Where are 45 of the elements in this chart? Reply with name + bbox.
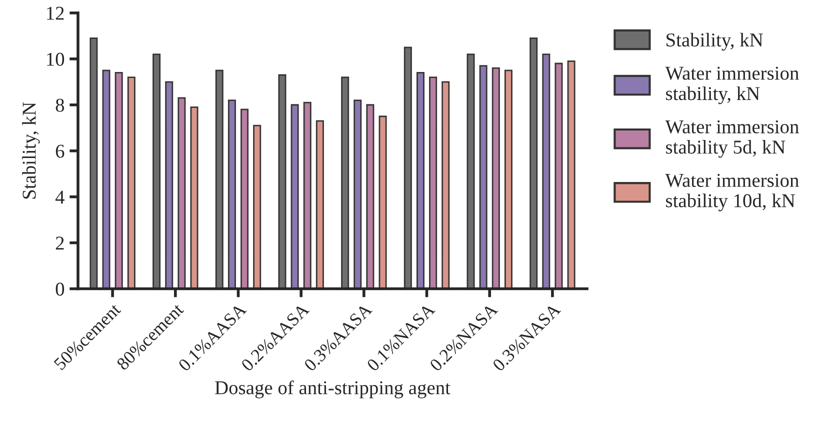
bar — [466, 54, 475, 289]
y-tick-label: 2 — [56, 236, 64, 250]
bar — [278, 74, 286, 289]
bar — [404, 46, 412, 289]
bar — [554, 62, 563, 289]
y-tick-label: 4 — [55, 190, 64, 204]
bar — [127, 76, 136, 289]
bar — [178, 97, 186, 289]
bar — [253, 124, 262, 289]
y-axis-title: Stability, kN — [22, 102, 40, 199]
legend-label: Water immersion stability 5d, kN — [665, 120, 799, 158]
legend-label: Water immersion stability 10d, kN — [665, 174, 799, 212]
y-tick-label: 6 — [56, 144, 64, 158]
y-tick-label: 10 — [47, 52, 64, 66]
legend-label: Water immersion stability, kN — [665, 66, 799, 104]
bar — [492, 67, 500, 289]
y-tick-label: 0 — [56, 282, 64, 296]
bar — [215, 70, 224, 289]
x-axis-title: Dosage of anti-stripping agent — [215, 380, 450, 398]
legend-label: Stability, kN — [666, 32, 763, 51]
y-tick-label: 12 — [47, 6, 64, 20]
bar — [429, 76, 438, 289]
bar — [303, 102, 312, 289]
bar — [190, 106, 198, 289]
bar — [479, 65, 488, 289]
y-tick-label: 8 — [56, 98, 64, 112]
bar — [316, 120, 324, 289]
bar — [442, 81, 450, 289]
bar — [90, 38, 98, 289]
bar — [354, 100, 362, 289]
bar — [416, 72, 424, 289]
bar — [152, 54, 161, 289]
bar — [366, 104, 374, 289]
bar — [530, 38, 538, 289]
bar — [378, 116, 387, 289]
bar — [114, 72, 123, 289]
bar — [341, 76, 350, 289]
bar — [228, 100, 236, 289]
bar — [240, 108, 249, 289]
bar — [567, 60, 576, 289]
bar — [504, 70, 512, 289]
bar — [542, 54, 550, 289]
bar — [290, 104, 299, 289]
bar — [165, 81, 174, 289]
bar — [102, 70, 110, 289]
